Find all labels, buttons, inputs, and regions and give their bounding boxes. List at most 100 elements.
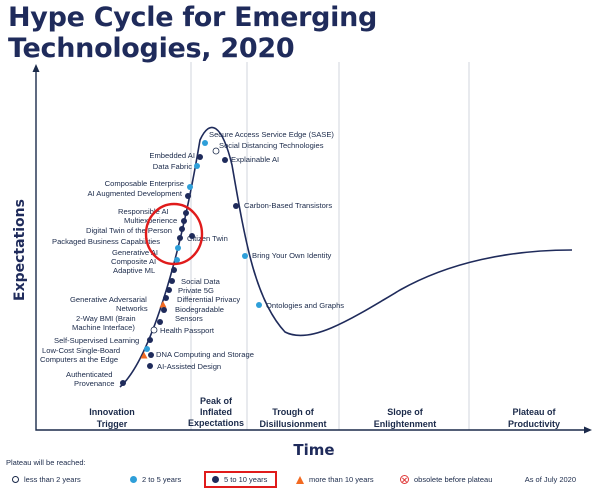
phase-2-line-2: Inflated (200, 407, 232, 417)
label-2way-bmi-line-2: Machine Interface) (72, 323, 135, 332)
chart-title: Hype Cycle for Emerging Technologies, 20… (8, 2, 388, 64)
obsolete-x-circle-icon (400, 475, 409, 484)
label-social-data: Social Data (181, 277, 221, 286)
marker-health-passport (150, 326, 158, 334)
phase-5-line-1: Plateau of (512, 407, 556, 417)
legend-obsolete-label: obsolete before plateau (414, 475, 493, 484)
label-ai-augmented-development: AI Augmented Development (87, 189, 182, 198)
label-authenticated-provenance-line-2: Provenance (74, 379, 115, 388)
marker-low-cost-sbc (144, 346, 150, 352)
marker-composite-ai (174, 257, 180, 263)
label-gan-line-2: Networks (116, 304, 148, 313)
legend-less-than-2: less than 2 years (12, 475, 81, 484)
hollow-circle-icon (12, 476, 19, 483)
marker-social-distancing (212, 147, 220, 155)
marker-multiexperience (181, 218, 187, 224)
as-of-date: As of July 2020 (524, 475, 576, 484)
label-ontologies-graphs: Ontologies and Graphs (266, 301, 344, 310)
marker-self-supervised-learning (147, 337, 153, 343)
legend-5-to-10: 5 to 10 years (204, 471, 278, 488)
marker-dna-computing-dot (148, 352, 154, 358)
label-self-supervised-learning: Self-Supervised Learning (54, 336, 139, 345)
label-composite-ai: Composite AI (111, 257, 156, 266)
phase-1-line-1: Innovation (89, 407, 135, 417)
marker-explainable-ai (222, 157, 228, 163)
phase-3-line-2: Disillusionment (259, 419, 326, 429)
label-citizen-twin: Citizen Twin (187, 234, 228, 243)
label-biodegradable-line-2: Sensors (175, 314, 203, 323)
x-axis-arrow (584, 426, 592, 434)
legend-more-than-10: more than 10 years (296, 475, 374, 484)
legend-less-than-2-label: less than 2 years (24, 475, 81, 484)
marker-ai-augmented-development (185, 193, 191, 199)
label-sase: Secure Access Service Edge (SASE) (209, 130, 334, 139)
x-axis-title: Time (293, 441, 334, 459)
y-axis-title: Expectations (12, 199, 28, 301)
marker-carbon-based-transistors (233, 203, 239, 209)
light-blue-circle-icon (130, 476, 137, 483)
marker-sase (202, 140, 208, 146)
marker-data-fabric (194, 163, 200, 169)
marker-ai-assisted-design (147, 363, 153, 369)
marker-embedded-ai (197, 154, 203, 160)
label-adaptive-ml: Adaptive ML (113, 266, 155, 275)
marker-biodegradable-sensors (161, 307, 167, 313)
phase-2-line-1: Peak of (200, 396, 233, 406)
marker-citizen-twin (189, 233, 195, 239)
phase-4-line-2: Enlightenment (374, 419, 437, 429)
marker-private-5g (166, 287, 172, 293)
marker-byoi (242, 253, 248, 259)
label-embedded-ai: Embedded AI (149, 151, 195, 160)
marker-responsible-ai (183, 210, 189, 216)
marker-generative-ai (175, 245, 181, 251)
phase-4-line-1: Slope of (387, 407, 424, 417)
label-low-cost-sbc-line-2: Computers at the Edge (40, 355, 118, 364)
legend-2-to-5-label: 2 to 5 years (142, 475, 182, 484)
marker-differential-privacy (163, 295, 169, 301)
y-axis-arrow (32, 64, 40, 72)
label-digital-twin-person: Digital Twin of the Person (86, 226, 172, 235)
technology-markers: Secure Access Service Edge (SASE) Social… (40, 130, 344, 388)
label-social-distancing: Social Distancing Technologies (219, 141, 324, 150)
label-ai-assisted-design: AI-Assisted Design (157, 362, 221, 371)
marker-packaged-business-capabilities (177, 235, 183, 241)
marker-social-data (169, 278, 175, 284)
title-line-2: Technologies, 2020 (8, 33, 295, 64)
marker-authenticated-provenance (120, 380, 126, 386)
label-private-5g: Private 5G (178, 286, 214, 295)
label-gan-line-1: Generative Adversarial (70, 295, 147, 304)
marker-adaptive-ml (171, 267, 177, 273)
label-carbon-based-transistors: Carbon-Based Transistors (244, 201, 332, 210)
phase-1-line-2: Trigger (97, 419, 128, 429)
highlight-circle (144, 202, 204, 266)
phase-3-line-1: Trough of (272, 407, 314, 417)
legend-2-to-5: 2 to 5 years (130, 475, 181, 484)
label-packaged-business-capabilities: Packaged Business Capabilities (52, 237, 160, 246)
orange-triangle-icon (296, 475, 304, 484)
label-health-passport: Health Passport (160, 326, 215, 335)
phase-2-line-3: Expectations (188, 418, 244, 428)
label-differential-privacy: Differential Privacy (177, 295, 240, 304)
legend-5-to-10-label: 5 to 10 years (224, 475, 268, 484)
label-authenticated-provenance-line-1: Authenticated (66, 370, 112, 379)
label-byoi: Bring Your Own Identity (252, 251, 332, 260)
label-explainable-ai: Explainable AI (231, 155, 279, 164)
label-multiexperience: Multiexperience (124, 216, 177, 225)
phase-5-line-2: Productivity (508, 419, 560, 429)
label-composable-enterprise: Composable Enterprise (105, 179, 184, 188)
label-low-cost-sbc-line-1: Low-Cost Single-Board (42, 346, 120, 355)
marker-2way-bmi (157, 319, 163, 325)
title-line-1: Hype Cycle for Emerging (8, 2, 378, 33)
label-responsible-ai: Responsible AI (118, 207, 169, 216)
marker-gan (159, 301, 167, 308)
marker-dna-computing (140, 352, 148, 359)
label-dna-computing: DNA Computing and Storage (156, 350, 254, 359)
phase-labels: Innovation Trigger Peak of Inflated Expe… (89, 396, 560, 429)
chart-axes (35, 68, 588, 431)
label-2way-bmi-line-1: 2-Way BMI (Brain (76, 314, 136, 323)
hype-cycle-chart: Expectations Time Innovation Trigger Pea… (12, 62, 592, 459)
label-biodegradable-line-1: Biodegradable (175, 305, 224, 314)
marker-composable-enterprise (187, 184, 193, 190)
legend-heading: Plateau will be reached: (6, 458, 86, 467)
label-generative-ai: Generative AI (112, 248, 158, 257)
